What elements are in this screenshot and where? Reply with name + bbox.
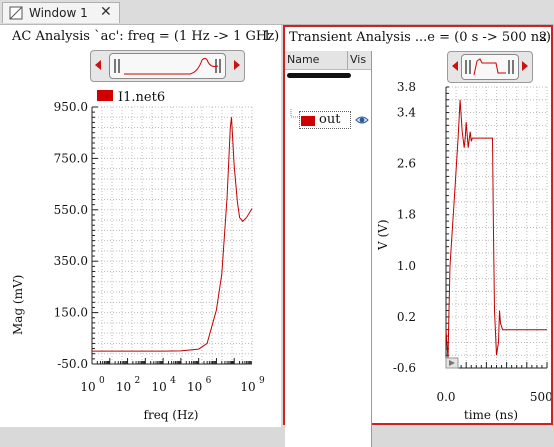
x-tick-label: 10 xyxy=(80,380,95,394)
tree-item-out[interactable] xyxy=(299,111,351,129)
panel-title: Transient Analysis ...e = (0 s -> 500 ns… xyxy=(289,30,551,45)
plot-corner-play-button[interactable] xyxy=(445,357,459,369)
group-row[interactable] xyxy=(287,73,351,78)
y-tick-label: 1.8 xyxy=(397,208,416,222)
plot-grid xyxy=(445,86,548,369)
scroll-right-arrow-icon[interactable] xyxy=(522,61,528,71)
plot-grid xyxy=(91,106,253,365)
y-axis-label: V (V) xyxy=(376,219,390,251)
y-tick-label: 950.0 xyxy=(54,100,88,114)
series-line-i1-net6 xyxy=(92,117,253,352)
overview-preview-plot xyxy=(124,57,219,75)
ac-analysis-panel[interactable]: AC Analysis `ac': freq = (1 Hz -> 1 GHz)… xyxy=(0,25,281,427)
y-tick-label: 350.0 xyxy=(54,254,88,268)
x-tick-label: 500.0 xyxy=(530,390,551,404)
x-tick-exponent: 9 xyxy=(259,376,265,386)
legend-swatch xyxy=(97,90,113,101)
scroll-left-arrow-icon[interactable] xyxy=(95,60,101,70)
grip-handle-icon[interactable] xyxy=(512,60,514,74)
signal-tree: Name Vis out xyxy=(285,51,372,447)
y-tick-label: 0.2 xyxy=(397,310,416,324)
x-tick-exponent: 6 xyxy=(206,376,212,386)
column-vis-header[interactable]: Vis xyxy=(350,53,367,66)
transient-analysis-panel[interactable]: Transient Analysis ...e = (0 s -> 500 ns… xyxy=(283,25,553,447)
x-tick-label: 10 xyxy=(240,380,255,394)
tree-header: Name Vis xyxy=(285,51,371,70)
horizontal-range-slider[interactable] xyxy=(90,50,245,82)
y-tick-label: -50.0 xyxy=(57,357,88,371)
tab-window-1[interactable]: Window 1 ✕ xyxy=(2,2,120,23)
column-divider[interactable] xyxy=(347,51,348,69)
transient-plot[interactable]: 3.8 3.4 2.6 1.8 1.0 0.2 -0.6 0.0 500.0 V (V) ti… xyxy=(285,27,551,423)
column-name-header[interactable]: Name xyxy=(287,53,320,66)
x-tick-exponent: 0 xyxy=(99,376,105,386)
range-thumb[interactable] xyxy=(461,54,519,80)
grip-handle-icon[interactable] xyxy=(469,60,471,74)
x-axis-label: freq (Hz) xyxy=(144,408,199,422)
panel-number: 1 xyxy=(263,29,272,44)
x-tick-label: 0.0 xyxy=(436,390,455,404)
scroll-left-arrow-icon[interactable] xyxy=(452,61,458,71)
panel-number: 2 xyxy=(539,30,548,45)
grip-handle-icon[interactable] xyxy=(219,59,221,73)
grip-handle-icon[interactable] xyxy=(508,60,510,74)
x-tick-label: 10 xyxy=(187,380,202,394)
legend-label: I1.net6 xyxy=(118,90,165,105)
horizontal-range-slider[interactable] xyxy=(447,51,533,83)
y-tick-label: 3.4 xyxy=(397,106,416,120)
scroll-right-arrow-icon[interactable] xyxy=(234,60,240,70)
tab-bar: Window 1 ✕ xyxy=(0,0,554,25)
ac-plot[interactable]: 950.0 750.0 550.0 350.0 150.0 -50.0 10 0 10 2 10 4… xyxy=(0,25,281,427)
y-tick-label: 3.8 xyxy=(397,80,416,94)
y-tick-label: 750.0 xyxy=(54,151,88,165)
x-tick-label: 10 xyxy=(151,380,166,394)
y-tick-label: 150.0 xyxy=(54,306,88,320)
grip-handle-icon[interactable] xyxy=(465,60,467,74)
grip-handle-icon[interactable] xyxy=(118,59,120,73)
tree-item-label: out xyxy=(319,112,341,127)
overview-preview-plot xyxy=(473,58,506,76)
y-tick-label: 2.6 xyxy=(397,157,416,171)
y-tick-label: 1.0 xyxy=(397,259,416,273)
tree-branch-line xyxy=(290,109,301,118)
grip-handle-icon[interactable] xyxy=(114,59,116,73)
x-axis-label: time (ns) xyxy=(464,408,518,422)
x-tick-exponent: 4 xyxy=(170,376,176,386)
x-tick-label: 10 xyxy=(116,380,131,394)
signal-color-swatch xyxy=(301,116,315,126)
y-tick-label: -0.6 xyxy=(393,361,416,375)
tab-label: Window 1 xyxy=(29,6,88,20)
y-axis-label: Mag (mV) xyxy=(11,275,25,335)
series-line-out xyxy=(445,99,547,359)
y-tick-label: 550.0 xyxy=(54,203,88,217)
panel-title: AC Analysis `ac': freq = (1 Hz -> 1 GHz) xyxy=(12,29,280,44)
range-thumb[interactable] xyxy=(109,53,226,79)
x-tick-exponent: 2 xyxy=(135,376,141,386)
window-icon xyxy=(9,6,23,20)
close-icon[interactable]: ✕ xyxy=(100,4,112,20)
eye-icon[interactable] xyxy=(355,114,369,126)
